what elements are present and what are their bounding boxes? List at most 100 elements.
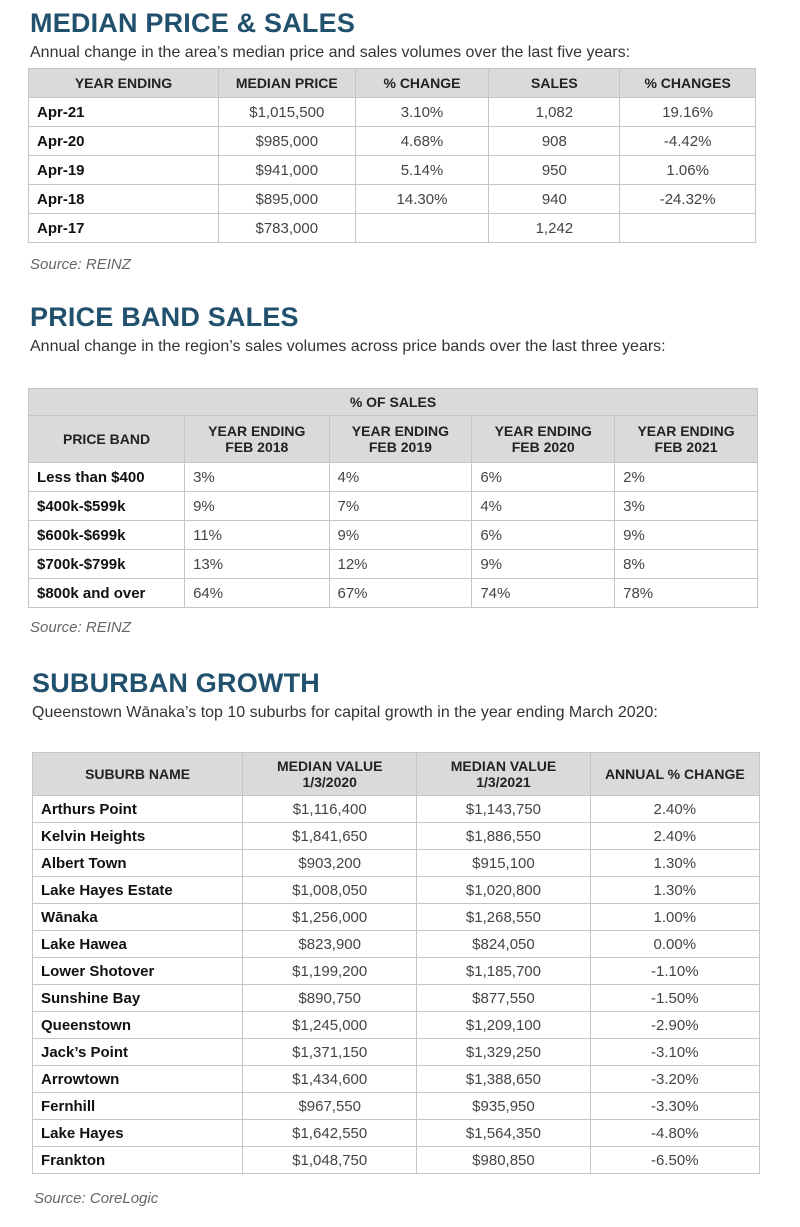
table-cell: 19.16% — [619, 97, 756, 127]
table-cell: 3% — [184, 462, 330, 492]
row-label: Arrowtown — [31, 1065, 244, 1093]
row-label: Arthurs Point — [31, 795, 244, 823]
table-cell: $1,564,350 — [416, 1119, 591, 1147]
table-cell: $1,015,500 — [217, 97, 356, 127]
table-cell: 1,242 — [488, 213, 621, 243]
table-cell: $783,000 — [217, 213, 356, 243]
table-row: Apr-19 $941,000 5.14% 950 1.06% — [28, 155, 756, 185]
table-cell: 6% — [471, 462, 616, 492]
table-cell: 14.30% — [354, 184, 490, 214]
group-header-row: % OF SALES — [28, 388, 758, 416]
table-cell — [354, 213, 490, 243]
table-row: Queenstown $1,245,000 $1,209,100 -2.90% — [31, 1011, 761, 1039]
row-label: Lake Hawea — [31, 930, 244, 958]
table-row: $700k-$799k 13% 12% 9% 8% — [27, 549, 758, 579]
table-row: Arthurs Point $1,116,400 $1,143,750 2.40% — [31, 795, 761, 823]
table-cell: 0.00% — [589, 930, 761, 958]
row-label: Fernhill — [31, 1092, 244, 1120]
table-cell: $1,329,250 — [416, 1038, 591, 1066]
table-row: Apr-18 $895,000 14.30% 940 -24.32% — [28, 184, 756, 214]
table-row: Apr-17 $783,000 1,242 — [28, 213, 756, 243]
table-row: Fernhill $967,550 $935,950 -3.30% — [31, 1092, 761, 1120]
row-label: Apr-20 — [28, 126, 219, 156]
table-cell: 13% — [184, 549, 330, 579]
band-title: PRICE BAND SALES — [30, 302, 299, 332]
row-label: Queenstown — [31, 1011, 244, 1039]
table-row: Lake Hawea $823,900 $824,050 0.00% — [31, 930, 761, 958]
row-label: Jack’s Point — [31, 1038, 244, 1066]
table-cell: -24.32% — [619, 184, 756, 214]
table-row: Less than $400 3% 4% 6% 2% — [27, 462, 758, 492]
column-header: YEAR ENDING FEB 2020 — [471, 415, 616, 463]
table-cell: 1,082 — [488, 97, 621, 127]
table-row: Kelvin Heights $1,841,650 $1,886,550 2.40% — [31, 822, 761, 850]
table-cell: $1,434,600 — [242, 1065, 418, 1093]
table-cell: -4.42% — [619, 126, 756, 156]
table-cell: $1,008,050 — [242, 876, 418, 904]
table-row: Apr-20 $985,000 4.68% 908 -4.42% — [28, 126, 756, 156]
table-cell — [619, 213, 756, 243]
table-row: Lake Hayes $1,642,550 $1,564,350 -4.80% — [31, 1119, 761, 1147]
table-cell: 67% — [328, 578, 473, 608]
table-cell: $980,850 — [416, 1146, 591, 1174]
table-cell: 3% — [614, 491, 758, 521]
table-cell: -3.30% — [589, 1092, 761, 1120]
row-label: Apr-17 — [28, 213, 219, 243]
table-cell: $1,185,700 — [416, 957, 591, 985]
column-header: % CHANGES — [619, 68, 756, 98]
table-row: $600k-$699k 11% 9% 6% 9% — [27, 520, 758, 550]
table-cell: $1,116,400 — [242, 795, 418, 823]
table-cell: -2.90% — [589, 1011, 761, 1039]
table-cell: $1,143,750 — [416, 795, 591, 823]
table-row: Apr-21 $1,015,500 3.10% 1,082 19.16% — [28, 97, 756, 127]
table-cell: 908 — [488, 126, 621, 156]
row-label: Kelvin Heights — [31, 822, 244, 850]
table-cell: 9% — [328, 520, 473, 550]
price-band-table: % OF SALES PRICE BAND YEAR ENDING FEB 2018… — [27, 388, 758, 608]
table-row: Lake Hayes Estate $1,008,050 $1,020,800 1.3… — [31, 876, 761, 904]
table-cell: $1,268,550 — [416, 903, 591, 931]
table-cell: 9% — [471, 549, 616, 579]
table-cell: 4.68% — [354, 126, 490, 156]
table-cell: 2.40% — [589, 795, 761, 823]
column-header: MEDIAN PRICE — [217, 68, 356, 98]
table-row: Albert Town $903,200 $915,100 1.30% — [31, 849, 761, 877]
row-label: $600k-$699k — [27, 520, 186, 550]
table-cell: 11% — [184, 520, 330, 550]
table-cell: 12% — [328, 549, 473, 579]
table-cell: $1,371,150 — [242, 1038, 418, 1066]
table-cell: $941,000 — [217, 155, 356, 185]
table-row: Arrowtown $1,434,600 $1,388,650 -3.20% — [31, 1065, 761, 1093]
column-header: ANNUAL % CHANGE — [589, 752, 761, 796]
table-cell: 1.30% — [589, 849, 761, 877]
table-cell: $890,750 — [242, 984, 418, 1012]
table-cell: $1,245,000 — [242, 1011, 418, 1039]
table-cell: $1,048,750 — [242, 1146, 418, 1174]
table-cell: 78% — [614, 578, 758, 608]
row-label: $800k and over — [27, 578, 186, 608]
table-cell: 9% — [184, 491, 330, 521]
row-label: Less than $400 — [27, 462, 186, 492]
table-cell: 1.00% — [589, 903, 761, 931]
table-cell: 1.06% — [619, 155, 756, 185]
row-label: Apr-19 — [28, 155, 219, 185]
table-cell: 7% — [328, 491, 473, 521]
table-cell: 9% — [614, 520, 758, 550]
table-cell: 2% — [614, 462, 758, 492]
table-cell: 1.30% — [589, 876, 761, 904]
table-cell: $877,550 — [416, 984, 591, 1012]
table-cell: 950 — [488, 155, 621, 185]
table-cell: -1.50% — [589, 984, 761, 1012]
table-cell: $1,388,650 — [416, 1065, 591, 1093]
suburban-growth-table: SUBURB NAME MEDIAN VALUE 1/3/2020 MEDIAN V… — [31, 752, 761, 1174]
table-cell: 5.14% — [354, 155, 490, 185]
table-cell: $1,199,200 — [242, 957, 418, 985]
row-label: Lake Hayes Estate — [31, 876, 244, 904]
table-row: Jack’s Point $1,371,150 $1,329,250 -3.10% — [31, 1038, 761, 1066]
table-cell: 4% — [471, 491, 616, 521]
median-source: Source: REINZ — [30, 256, 131, 273]
table-cell: -4.80% — [589, 1119, 761, 1147]
column-header: SALES — [488, 68, 621, 98]
table-cell: -3.20% — [589, 1065, 761, 1093]
table-cell: $823,900 — [242, 930, 418, 958]
